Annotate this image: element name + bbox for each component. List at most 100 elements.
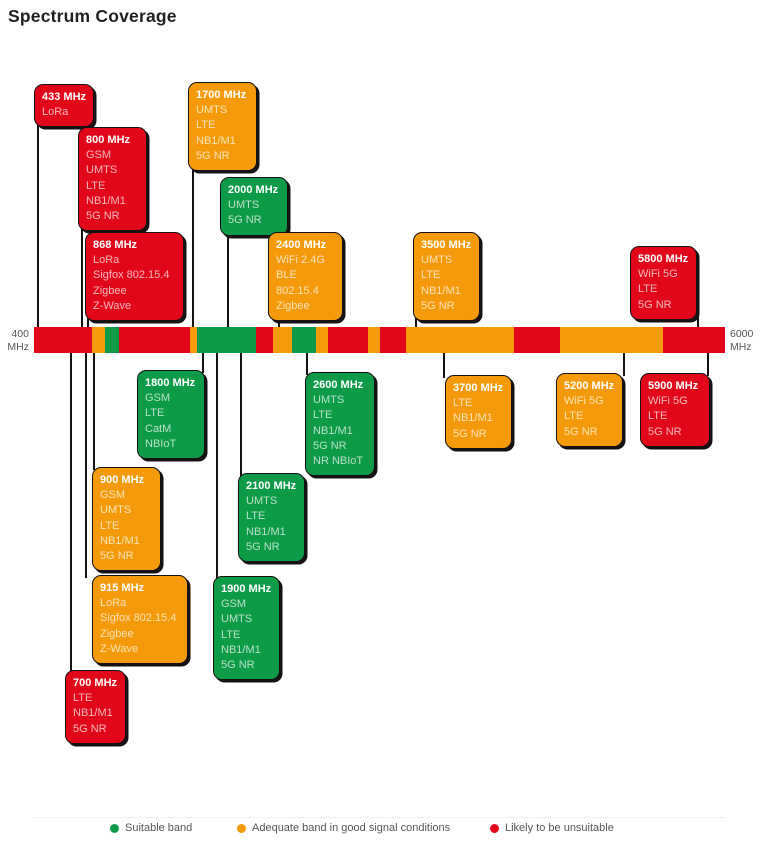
connector-line-2400 (278, 318, 280, 327)
band-technology: NB1/M1 (86, 194, 126, 207)
band-technology: UMTS (196, 104, 228, 117)
band-technology: Sigfox 802.15.4 (100, 612, 177, 625)
band-frequency-label: 915 MHz (100, 582, 145, 594)
band-box-1800: 1800 MHz GSM LTE CatM NBIoT (137, 370, 205, 460)
band-technology: Zigbee (100, 627, 134, 640)
band-box-868: 868 MHz LoRa Sigfox 802.15.4 Zigbee Z-Wave (85, 232, 184, 322)
bar-segment-unsuitable (34, 327, 93, 353)
band-frequency-label: 5900 MHz (648, 380, 699, 392)
band-technology: LoRa (100, 597, 127, 610)
band-technology: LTE (86, 179, 106, 192)
band-technology: LTE (196, 119, 216, 132)
band-frequency-label: 1700 MHz (196, 89, 247, 101)
axis-start-label: 400 MHz (7, 328, 29, 354)
connector-line-5200 (623, 353, 625, 376)
legend-dot-suitable (110, 823, 119, 833)
band-frequency-label: 800 MHz (86, 134, 131, 146)
band-technology: 5G NR (228, 214, 262, 227)
bar-segment-adequate (273, 327, 292, 353)
band-technology: 5G NR (73, 722, 107, 735)
band-technology: 5G NR (196, 149, 230, 162)
band-technology: LTE (648, 410, 668, 423)
band-technology: 5G NR (421, 299, 455, 312)
band-technology: LTE (453, 397, 473, 410)
band-technology: UMTS (100, 504, 132, 517)
band-frequency-label: 1800 MHz (145, 377, 196, 389)
band-technology: WiFi 5G (564, 395, 604, 408)
legend-label: Adequate band in good signal conditions (252, 822, 451, 834)
connector-line-915 (85, 353, 87, 578)
band-technology: GSM (145, 392, 171, 405)
legend-dot-unsuitable (490, 823, 499, 833)
connector-line-868 (87, 318, 89, 327)
frequency-bar (34, 327, 725, 353)
band-frequency-label: 1900 MHz (221, 583, 272, 595)
band-technology: LoRa (93, 254, 120, 267)
band-technology: 5G NR (86, 210, 120, 223)
band-technology: UMTS (246, 495, 278, 508)
band-technology: NB1/M1 (421, 284, 461, 297)
band-box-1900: 1900 MHz GSM UMTS LTE NB1/M1 5G NR (213, 576, 280, 681)
band-technology: LTE (73, 692, 93, 705)
band-technology: 5G NR (648, 425, 682, 438)
bar-segment-unsuitable (255, 327, 274, 353)
band-technology: LTE (100, 519, 120, 532)
connector-line-3700 (443, 353, 445, 378)
connector-line-3500 (415, 318, 417, 327)
connector-line-2600 (306, 353, 308, 375)
axis-end-unit: MHz (730, 341, 752, 354)
band-technology: WiFi 2.4G (276, 254, 325, 267)
bar-segment-unsuitable (514, 327, 560, 353)
band-technology: 5G NR (564, 425, 598, 438)
connector-line-800 (81, 228, 83, 327)
band-box-2600: 2600 MHz UMTS LTE NB1/M1 5G NR NR NBIoT (305, 372, 375, 477)
band-box-5200: 5200 MHz WiFi 5G LTE 5G NR (556, 373, 623, 447)
bar-segment-suitable (291, 327, 316, 353)
band-box-900: 900 MHz GSM UMTS LTE NB1/M1 5G NR (92, 467, 161, 572)
legend-item-adequate: Adequate band in good signal conditions (237, 822, 450, 834)
band-box-800: 800 MHz GSM UMTS LTE NB1/M1 5G NR (78, 127, 147, 232)
band-frequency-label: 2000 MHz (228, 184, 279, 196)
band-technology: BLE (276, 269, 297, 282)
band-frequency-label: 5800 MHz (638, 253, 689, 265)
bar-segment-suitable (105, 327, 119, 353)
band-technology: 5G NR (313, 439, 347, 452)
connector-line-433 (37, 124, 39, 327)
band-technology: UMTS (221, 613, 253, 626)
connector-line-5900 (707, 353, 709, 376)
legend-label: Likely to be unsuitable (505, 822, 614, 834)
axis-start-value: 400 (11, 328, 29, 340)
bar-segment-unsuitable (118, 327, 191, 353)
band-technology: 5G NR (100, 550, 134, 563)
connector-line-5800 (697, 317, 699, 327)
band-technology: NB1/M1 (73, 707, 113, 720)
band-technology: GSM (86, 149, 112, 162)
band-technology: LTE (638, 283, 658, 296)
band-technology: UMTS (228, 199, 260, 212)
bar-segment-adequate (367, 327, 381, 353)
band-technology: LTE (246, 510, 266, 523)
band-technology: Sigfox 802.15.4 (93, 269, 170, 282)
band-technology: GSM (221, 598, 247, 611)
band-technology: Z-Wave (100, 642, 139, 655)
band-technology: NBIoT (145, 437, 177, 450)
band-technology: NR NBIoT (313, 455, 364, 468)
legend-dot-adequate (237, 823, 246, 833)
band-technology: 5G NR (453, 427, 487, 440)
bar-segment-suitable (197, 327, 256, 353)
band-box-3700: 3700 MHz LTE NB1/M1 5G NR (445, 375, 512, 449)
bar-segment-adequate (315, 327, 328, 353)
band-technology: NB1/M1 (100, 534, 140, 547)
band-frequency-label: 900 MHz (100, 474, 145, 486)
band-frequency-label: 2100 MHz (246, 480, 297, 492)
band-technology: LTE (421, 269, 441, 282)
band-technology: LTE (145, 407, 165, 420)
connector-line-2000 (227, 233, 229, 327)
band-frequency-label: 868 MHz (93, 239, 138, 251)
axis-end-label: 6000 MHz (730, 328, 753, 354)
band-technology: WiFi 5G (648, 395, 688, 408)
bar-segment-adequate (405, 327, 515, 353)
bar-segment-adequate (92, 327, 106, 353)
band-frequency-label: 433 MHz (42, 91, 87, 103)
